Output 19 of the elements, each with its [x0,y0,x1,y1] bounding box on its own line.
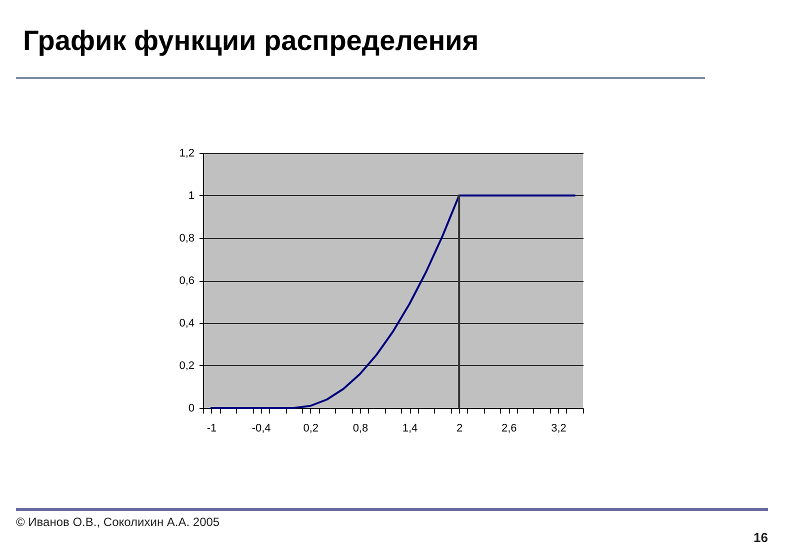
text: 16 [754,530,768,545]
x-tick-label: -1 [206,422,217,434]
y-tick-label: 1,2 [179,148,194,160]
y-tick-label: 1 [188,190,194,202]
line-series [210,194,576,409]
x-tick-label: 2 [456,422,463,434]
x-tick-label: 0,2 [303,422,319,434]
x-tick-label: -0,4 [252,422,271,434]
y-tick-label: 0,2 [179,360,194,372]
x-tick-label: 0,8 [352,422,368,434]
text: © Иванов О.В., Соколихин А.А. 2005 [16,515,220,529]
y-tick-label: 0 [188,402,194,414]
chart-title: График функции распределения [23,25,479,57]
y-tick-label: 0,4 [179,318,194,330]
x-tick-label: 3,2 [551,422,566,434]
y-tick-label: 0,6 [179,275,194,287]
x-tick-label: 2,6 [502,422,517,434]
x-tick-label: 1,4 [402,422,418,434]
y-tick-label: 0,8 [179,232,194,244]
